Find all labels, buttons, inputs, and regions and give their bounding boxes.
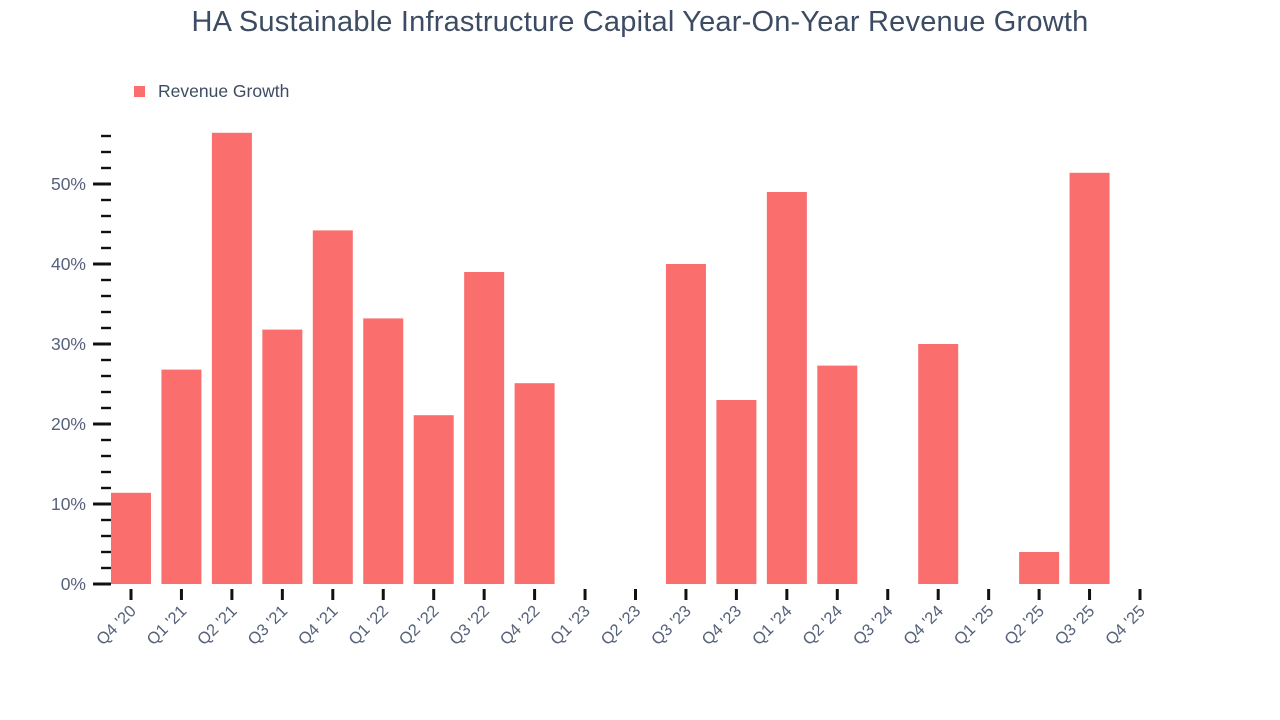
x-axis-tick-label: Q4 '24: [900, 602, 947, 649]
y-axis-tick-label: 40%: [51, 254, 86, 274]
revenue-bar-q3--23[interactable]: [665, 264, 706, 584]
revenue-bar-q4--21[interactable]: [312, 230, 353, 584]
x-axis-tick-label: Q4 '22: [497, 602, 544, 649]
revenue-bar-q4--23[interactable]: [716, 400, 757, 584]
revenue-bar-q1--21[interactable]: [161, 369, 202, 584]
revenue-bar-q2--24[interactable]: [817, 365, 858, 584]
revenue-bar-q4--22[interactable]: [514, 383, 555, 584]
x-axis-tick-label: Q1 '24: [749, 602, 796, 649]
legend-item-revenue-growth[interactable]: Revenue Growth: [134, 81, 289, 102]
revenue-bar-q1--24[interactable]: [766, 192, 807, 584]
revenue-bar-q4--24[interactable]: [918, 344, 959, 584]
x-axis-tick-label: Q2 '22: [396, 602, 443, 649]
revenue-bar-q4--20[interactable]: [111, 492, 151, 584]
x-axis-tick-label: Q2 '24: [799, 602, 846, 649]
revenue-bar-q3--21[interactable]: [262, 329, 303, 584]
x-axis-tick-label: Q3 '21: [244, 602, 291, 649]
x-axis-tick-label: Q3 '24: [850, 602, 897, 649]
x-axis-tick-label: Q4 '20: [93, 602, 140, 649]
y-axis-tick-label: 0%: [61, 574, 86, 594]
revenue-bar-q3--25[interactable]: [1069, 172, 1110, 585]
revenue-bar-q1--22[interactable]: [363, 318, 404, 584]
x-axis-tick-label: Q2 '25: [1001, 602, 1048, 649]
x-axis-tick-label: Q2 '23: [598, 602, 645, 649]
y-axis-tick-label: 50%: [51, 174, 86, 194]
x-axis-tick-label: Q4 '21: [295, 602, 342, 649]
x-axis-tick-label: Q1 '25: [951, 602, 998, 649]
x-axis-tick-label: Q4 '25: [1102, 602, 1149, 649]
x-axis-tick-label: Q1 '22: [345, 602, 392, 649]
legend-swatch: [134, 86, 145, 97]
revenue-bar-q3--22[interactable]: [464, 272, 505, 584]
chart-title: HA Sustainable Infrastructure Capital Ye…: [191, 6, 1089, 38]
revenue-bar-q2--25[interactable]: [1019, 552, 1060, 584]
x-axis-tick-label: Q2 '21: [194, 602, 241, 649]
x-axis-tick-label: Q3 '25: [1052, 602, 1099, 649]
x-axis-tick-label: Q4 '23: [698, 602, 745, 649]
x-axis-tick-label: Q1 '21: [144, 602, 191, 649]
y-axis-tick-label: 10%: [51, 494, 86, 514]
x-axis-tick-label: Q3 '22: [446, 602, 493, 649]
legend-label: Revenue Growth: [158, 81, 290, 101]
x-axis-tick-label: Q1 '23: [547, 602, 594, 649]
x-axis-tick-label: Q3 '23: [648, 602, 695, 649]
y-axis-tick-label: 30%: [51, 334, 86, 354]
revenue-bar-q2--21[interactable]: [211, 132, 252, 585]
revenue-bar-q2--22[interactable]: [413, 415, 454, 584]
y-axis-tick-label: 20%: [51, 414, 86, 434]
